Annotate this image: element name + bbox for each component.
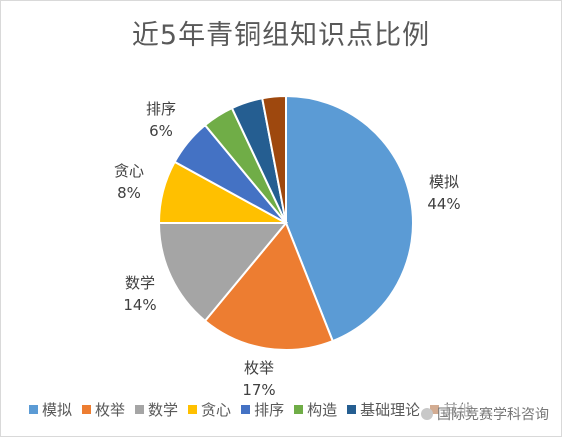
legend-label: 构造 <box>307 401 338 419</box>
legend-item: 模拟 <box>29 399 72 420</box>
slice-label: 贪心 <box>114 162 144 180</box>
slice-label: 数学 <box>125 274 155 292</box>
watermark: 国际竞赛学科咨询 <box>419 404 551 424</box>
legend-item: 贪心 <box>188 399 231 420</box>
legend-swatch <box>82 405 92 414</box>
pie-slice-2 <box>203 221 335 351</box>
slice-label: 枚举 <box>244 359 274 377</box>
legend-item: 数学 <box>135 399 178 420</box>
slice-label: 模拟 <box>429 173 459 191</box>
pie-slice-3 <box>157 222 289 323</box>
legend-label: 枚举 <box>95 401 126 419</box>
pie-chart: 模拟 44% 枚举 17% 数学 14% 贪心 8% 排序 6% <box>114 94 461 399</box>
legend-label: 基础理论 <box>360 401 421 419</box>
slice-value-label: 44% <box>427 195 460 213</box>
slice-value-label: 6% <box>149 122 173 140</box>
slice-value-label: 14% <box>123 296 156 314</box>
legend-swatch <box>29 405 38 414</box>
legend-item: 排序 <box>241 399 284 420</box>
slice-value-label: 17% <box>242 381 275 399</box>
chart-title: 近5年青铜组知识点比例 <box>131 20 431 51</box>
legend-swatch <box>347 405 357 414</box>
legend-swatch <box>294 405 304 414</box>
legend-item: 基础理论 <box>347 399 420 420</box>
legend-label: 模拟 <box>42 401 73 419</box>
legend-label: 数学 <box>148 401 179 419</box>
slice-value-label: 8% <box>117 184 141 202</box>
chart-legend: 模拟枚举数学贪心排序构造基础理论其他 <box>29 399 473 420</box>
legend-label: 贪心 <box>201 401 232 419</box>
legend-swatch <box>241 405 251 414</box>
legend-item: 构造 <box>294 399 337 420</box>
legend-swatch <box>135 405 145 414</box>
pie-slice-8 <box>261 94 287 224</box>
slice-label: 排序 <box>146 100 176 118</box>
wechat-icon <box>421 408 433 420</box>
pie-slice-1 <box>285 94 414 343</box>
legend-label: 排序 <box>254 401 285 419</box>
legend-item: 枚举 <box>82 399 125 420</box>
legend-swatch <box>188 405 198 414</box>
watermark-text: 国际竞赛学科咨询 <box>437 407 549 423</box>
